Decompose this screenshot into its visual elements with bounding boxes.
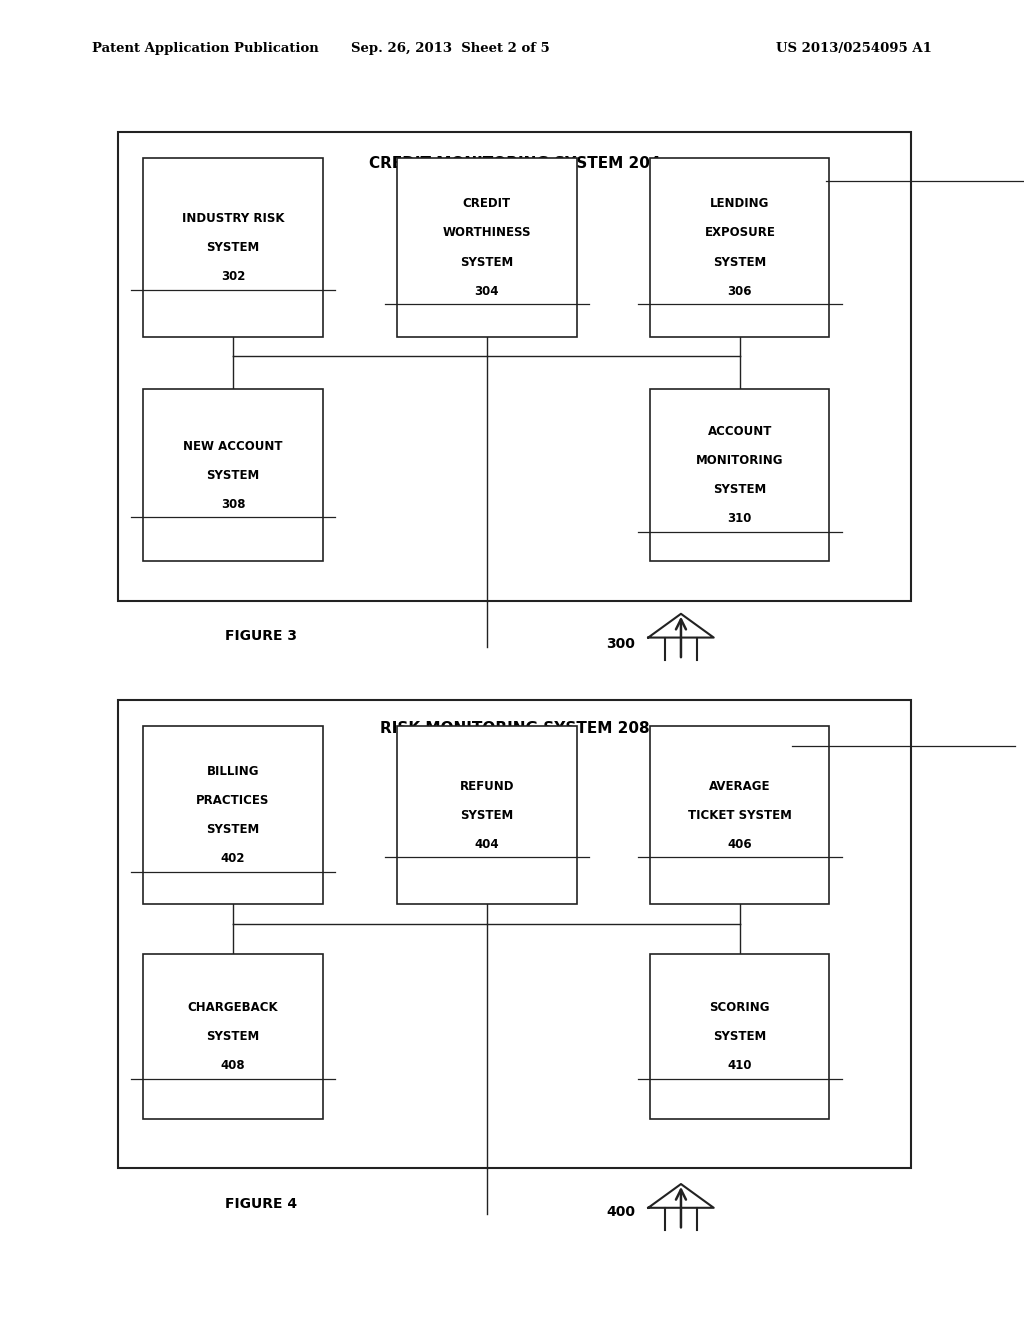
Text: SYSTEM: SYSTEM <box>206 469 260 482</box>
Text: 300: 300 <box>606 638 635 651</box>
Text: 406: 406 <box>727 838 753 850</box>
Text: RISK MONITORING SYSTEM 208: RISK MONITORING SYSTEM 208 <box>380 721 650 737</box>
Bar <box>143 726 323 904</box>
Text: INDUSTRY RISK: INDUSTRY RISK <box>181 213 285 224</box>
Text: Sep. 26, 2013  Sheet 2 of 5: Sep. 26, 2013 Sheet 2 of 5 <box>351 42 550 55</box>
Text: 410: 410 <box>728 1060 752 1072</box>
Text: SYSTEM: SYSTEM <box>460 809 514 821</box>
Bar <box>118 700 911 1168</box>
Bar <box>143 389 323 561</box>
Text: 302: 302 <box>221 271 245 282</box>
Text: MONITORING: MONITORING <box>696 454 783 467</box>
Bar <box>650 158 829 337</box>
Text: TICKET SYSTEM: TICKET SYSTEM <box>688 809 792 821</box>
Text: SYSTEM: SYSTEM <box>713 483 767 496</box>
Bar <box>143 158 323 337</box>
Text: AVERAGE: AVERAGE <box>709 780 771 792</box>
Text: WORTHINESS: WORTHINESS <box>442 227 531 239</box>
Text: SYSTEM: SYSTEM <box>460 256 514 268</box>
Bar <box>397 726 577 904</box>
Bar <box>397 158 577 337</box>
Text: FIGURE 3: FIGURE 3 <box>225 630 297 643</box>
Text: ACCOUNT: ACCOUNT <box>708 425 772 438</box>
Bar <box>650 954 829 1119</box>
Text: SYSTEM: SYSTEM <box>206 824 260 836</box>
Text: Patent Application Publication: Patent Application Publication <box>92 42 318 55</box>
Text: SCORING: SCORING <box>710 1002 770 1014</box>
Text: EXPOSURE: EXPOSURE <box>705 227 775 239</box>
Text: CREDIT: CREDIT <box>463 198 511 210</box>
Bar <box>650 389 829 561</box>
Text: LENDING: LENDING <box>711 198 769 210</box>
Bar <box>650 726 829 904</box>
Text: PRACTICES: PRACTICES <box>197 795 269 807</box>
Text: REFUND: REFUND <box>460 780 514 792</box>
Text: SYSTEM: SYSTEM <box>713 1031 767 1043</box>
Text: SYSTEM: SYSTEM <box>713 256 767 268</box>
Text: SYSTEM: SYSTEM <box>206 242 260 253</box>
Text: FIGURE 4: FIGURE 4 <box>225 1197 297 1210</box>
Text: 304: 304 <box>475 285 499 297</box>
Text: 400: 400 <box>606 1205 635 1218</box>
Text: NEW ACCOUNT: NEW ACCOUNT <box>183 440 283 453</box>
Text: 308: 308 <box>221 498 245 511</box>
Text: 402: 402 <box>221 853 245 865</box>
Text: US 2013/0254095 A1: US 2013/0254095 A1 <box>776 42 932 55</box>
Text: 408: 408 <box>220 1060 246 1072</box>
Text: SYSTEM: SYSTEM <box>206 1031 260 1043</box>
Text: 310: 310 <box>728 512 752 525</box>
Bar <box>143 954 323 1119</box>
Text: CREDIT MONITORING SYSTEM 204: CREDIT MONITORING SYSTEM 204 <box>370 156 660 172</box>
Text: 306: 306 <box>728 285 752 297</box>
Text: CHARGEBACK: CHARGEBACK <box>187 1002 279 1014</box>
Bar <box>118 132 911 601</box>
Text: BILLING: BILLING <box>207 766 259 777</box>
Text: 404: 404 <box>474 838 500 850</box>
